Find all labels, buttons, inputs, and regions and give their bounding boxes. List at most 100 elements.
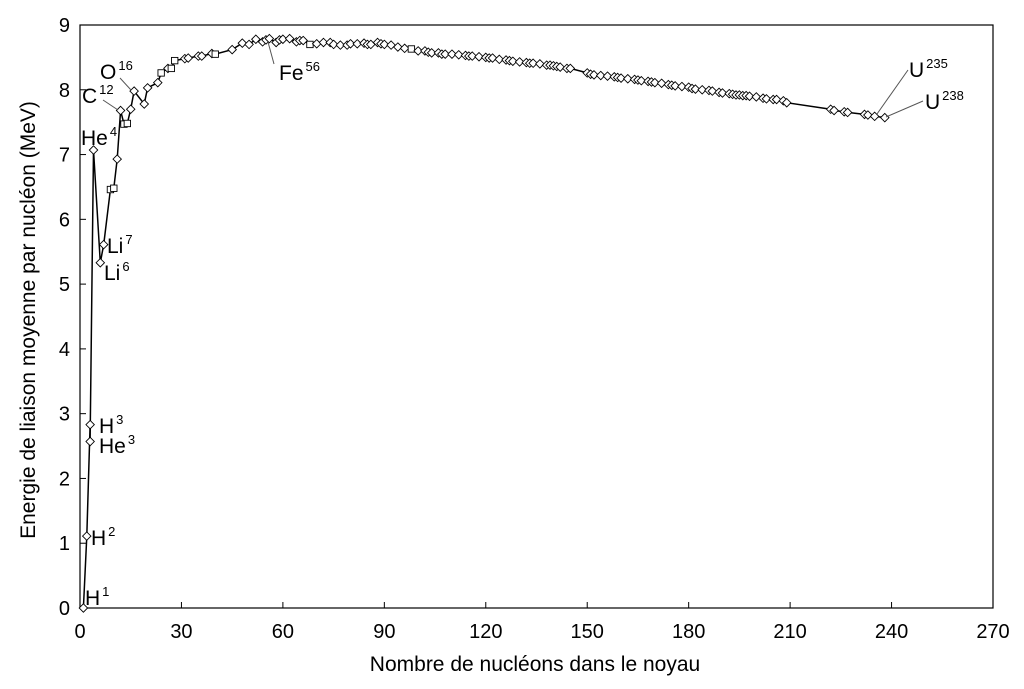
data-point-112 <box>677 81 687 92</box>
x-tick-label-4: 120 <box>469 621 502 643</box>
data-point-95 <box>589 70 599 80</box>
data-point-13 <box>125 104 136 115</box>
annotation-5-element: Li <box>107 235 123 258</box>
y-tick-label-3: 3 <box>59 404 70 426</box>
annotation-11-element: U <box>925 91 940 114</box>
data-point-2 <box>85 419 95 430</box>
annotation-1-element: H <box>91 527 106 550</box>
data-point-85 <box>535 59 545 69</box>
annotation-0-mass-number: 1 <box>102 584 109 599</box>
data-point-61 <box>413 46 423 56</box>
data-point-34 <box>264 33 275 44</box>
data-point-140 <box>863 110 873 120</box>
data-point-15 <box>139 99 150 109</box>
annotation-5-mass-number: 7 <box>125 232 132 247</box>
data-point-100 <box>616 73 626 83</box>
data-point-134 <box>781 97 792 108</box>
data-point-127 <box>744 91 755 102</box>
data-point-17 <box>152 77 163 88</box>
data-point-136 <box>829 105 839 116</box>
data-point-84 <box>528 58 538 69</box>
data-point-10 <box>115 105 126 116</box>
x-tick-label-1: 30 <box>170 621 192 643</box>
data-point-0 <box>78 603 89 613</box>
data-point-59 <box>399 43 410 54</box>
data-point-96 <box>595 70 606 81</box>
annotation-leader-11 <box>885 100 924 118</box>
series-markers <box>78 33 890 613</box>
annotation-3-element: He <box>99 435 126 458</box>
annotation-7-mass-number: 12 <box>99 82 113 97</box>
data-point-25 <box>196 51 207 61</box>
data-point-46 <box>328 39 339 50</box>
data-point-77 <box>494 54 505 65</box>
data-point-28 <box>227 44 238 55</box>
data-point-69 <box>453 49 464 60</box>
data-point-58 <box>393 42 403 52</box>
data-point-81 <box>514 57 525 67</box>
data-point-42 <box>306 40 314 49</box>
data-point-49 <box>345 38 356 49</box>
data-point-31 <box>251 34 261 45</box>
data-point-68 <box>447 49 457 59</box>
data-point-60 <box>407 45 416 53</box>
data-point-116 <box>697 84 708 95</box>
data-point-20 <box>167 64 175 73</box>
annotation-2-mass-number: 3 <box>116 412 123 427</box>
x-tick-label-2: 60 <box>272 621 294 643</box>
annotation-leader-10 <box>876 69 909 115</box>
annotation-10-mass-number: 235 <box>926 56 948 71</box>
data-point-8 <box>110 184 118 192</box>
annotation-8-element: O <box>100 61 116 84</box>
data-point-118 <box>707 86 718 96</box>
data-point-101 <box>622 73 633 84</box>
data-point-44 <box>318 37 329 48</box>
data-point-115 <box>690 84 701 94</box>
annotation-2-element: H <box>99 415 114 438</box>
data-point-1 <box>81 531 92 541</box>
data-point-67 <box>440 49 451 59</box>
data-point-108 <box>656 78 667 89</box>
y-tick-label-8: 8 <box>59 80 70 102</box>
data-point-72 <box>467 51 478 61</box>
y-tick-label-7: 7 <box>59 145 70 167</box>
data-point-18 <box>157 69 165 77</box>
y-tick-label-2: 2 <box>59 468 70 490</box>
data-point-92 <box>565 63 576 74</box>
data-point-16 <box>142 82 153 93</box>
data-point-56 <box>379 39 390 50</box>
annotation-4-mass-number: 4 <box>110 124 117 139</box>
data-point-9 <box>112 154 123 164</box>
annotation-leader-9 <box>267 41 275 65</box>
data-point-141 <box>869 111 880 122</box>
annotation-10-element: U <box>909 59 924 82</box>
x-axis-title: Nombre de nucléons dans le noyau <box>370 653 700 676</box>
annotation-9-element: Fe <box>279 62 304 85</box>
annotation-3-mass-number: 3 <box>128 432 135 447</box>
data-point-111 <box>670 81 680 91</box>
y-axis-title: Energie de liaison moyenne par nucléon (… <box>17 101 40 539</box>
data-point-73 <box>474 51 484 62</box>
data-point-23 <box>183 53 194 63</box>
data-point-12 <box>123 119 131 128</box>
data-point-38 <box>284 33 295 44</box>
annotation-8-mass-number: 16 <box>118 58 132 73</box>
annotation-6-element: Li <box>104 262 120 285</box>
data-point-97 <box>602 71 613 82</box>
y-tick-label-4: 4 <box>59 339 70 361</box>
x-tick-label-3: 90 <box>373 621 395 643</box>
data-point-29 <box>237 38 248 48</box>
data-point-64 <box>426 48 437 58</box>
data-point-130 <box>761 94 772 104</box>
data-point-21 <box>171 56 179 65</box>
data-point-41 <box>298 35 309 46</box>
data-point-6 <box>98 239 109 250</box>
x-tick-label-8: 240 <box>875 621 908 643</box>
data-point-128 <box>751 92 762 102</box>
data-point-30 <box>244 39 254 50</box>
data-point-132 <box>771 94 782 105</box>
